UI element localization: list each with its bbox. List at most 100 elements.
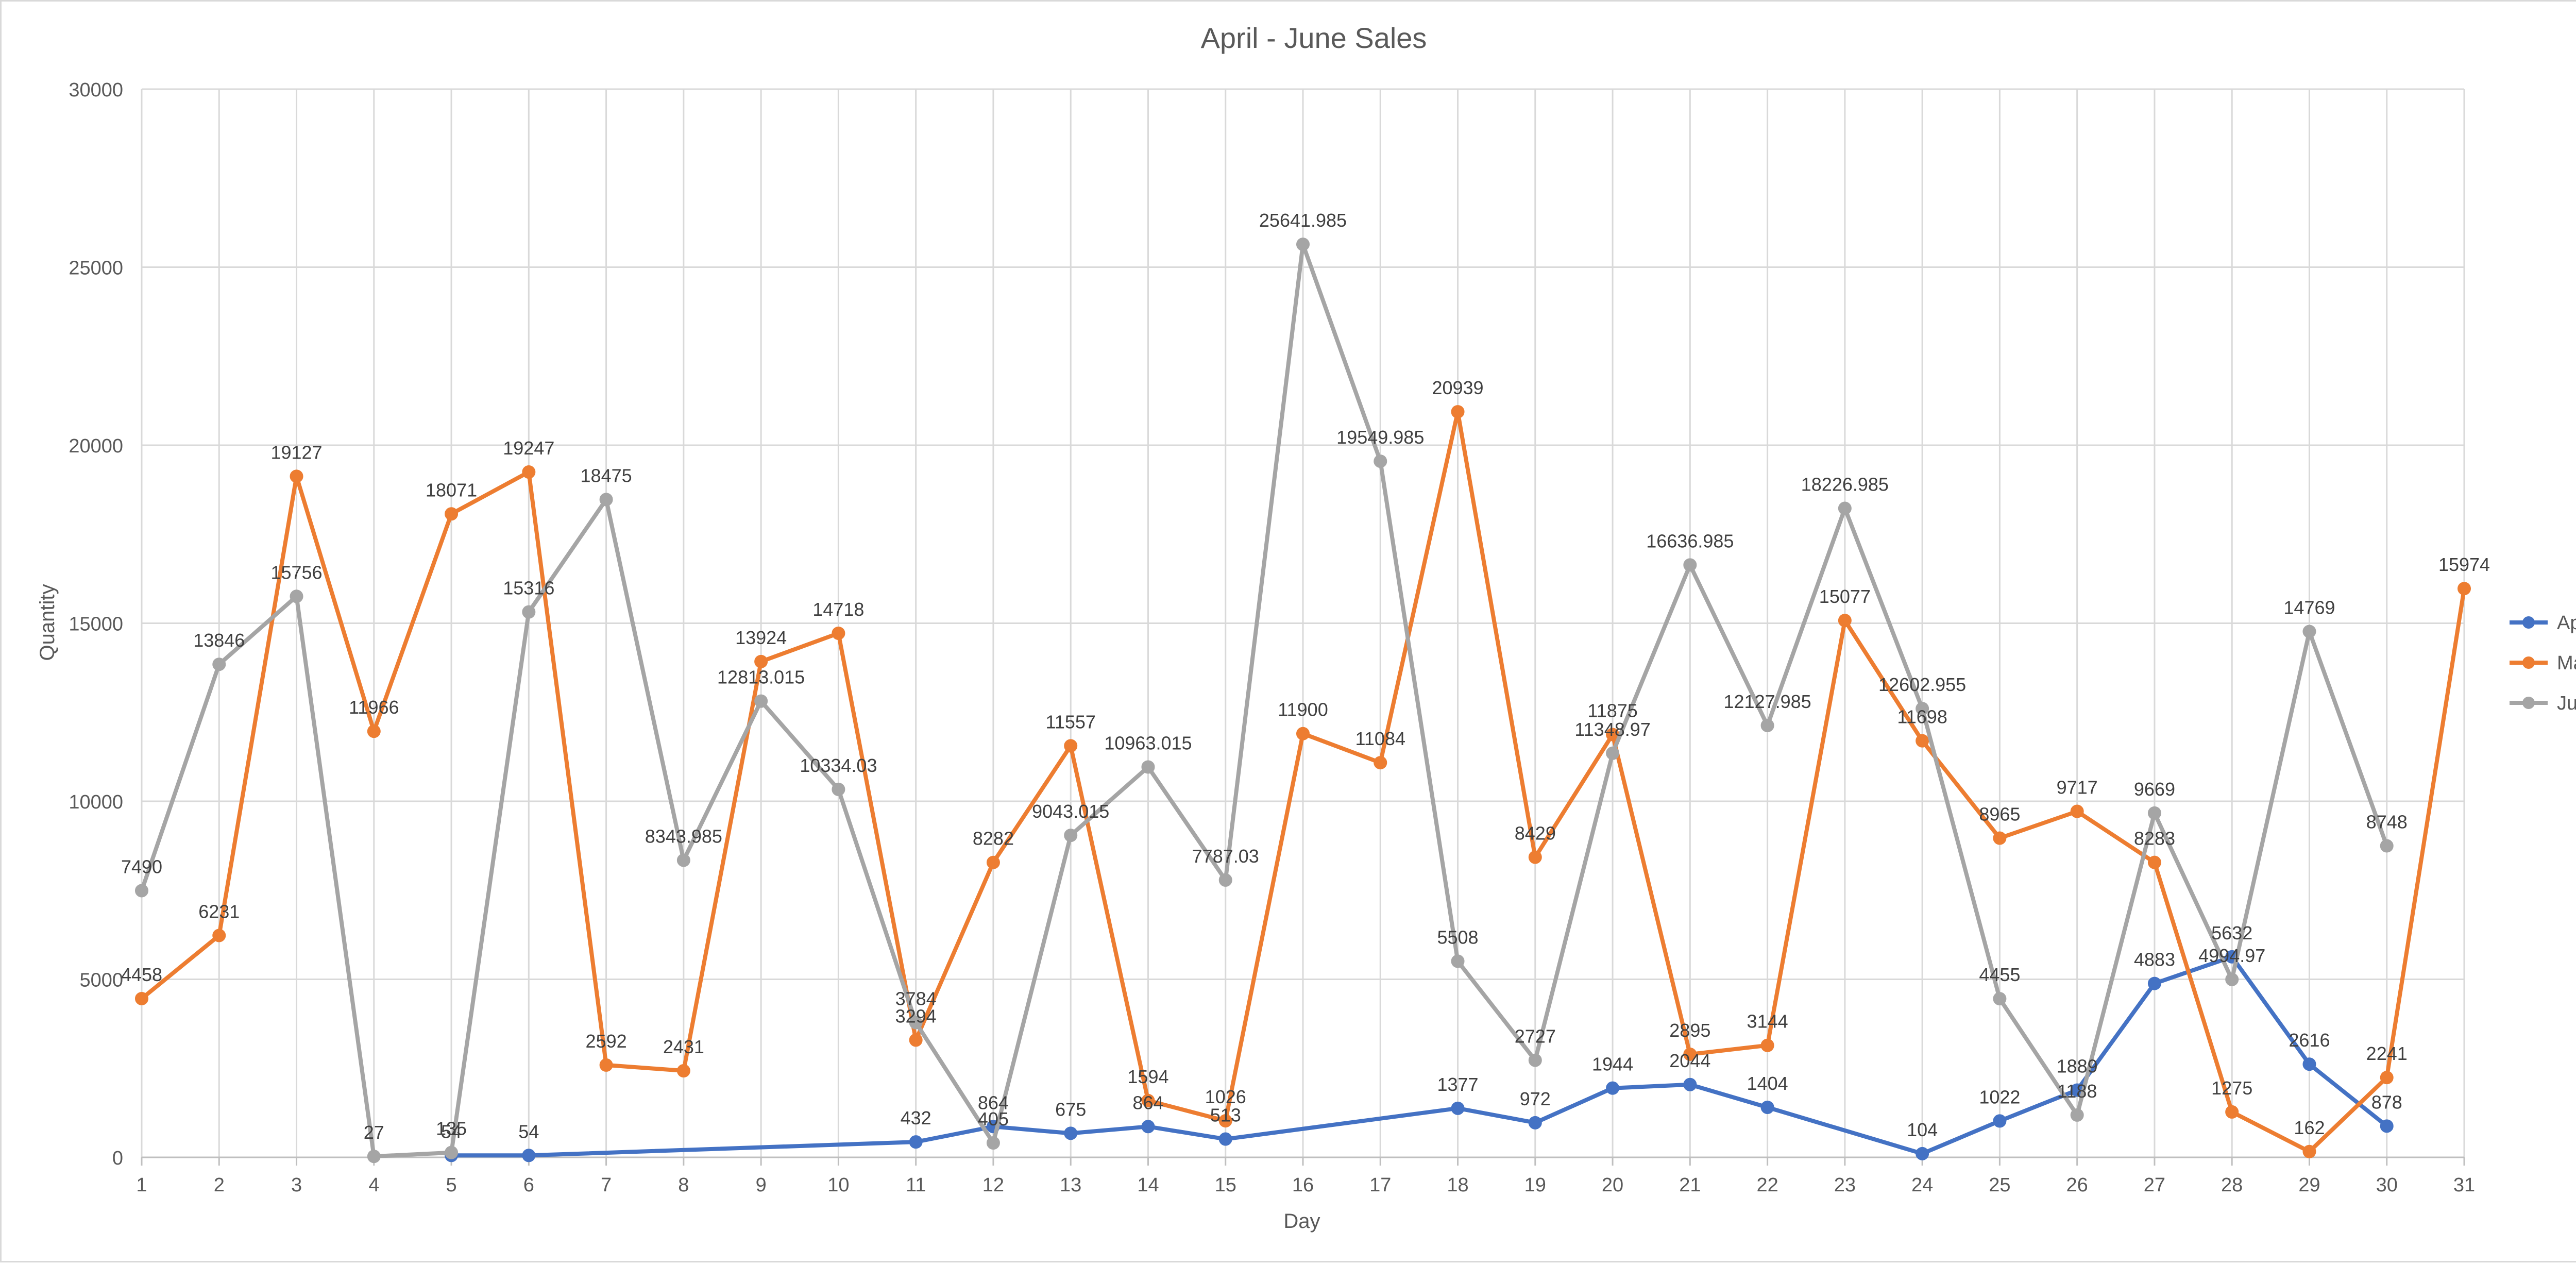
data-label-may: 15077 — [1819, 586, 1871, 607]
x-tick-label: 7 — [601, 1174, 612, 1196]
x-tick-label: 17 — [1369, 1174, 1391, 1196]
x-tick-label: 21 — [1679, 1174, 1701, 1196]
x-tick-label: 6 — [523, 1174, 534, 1196]
data-label-april: 54 — [441, 1121, 462, 1142]
data-label-may: 2895 — [1669, 1020, 1710, 1041]
x-tick-label: 8 — [678, 1174, 689, 1196]
data-point-june — [1451, 954, 1465, 968]
chart-title: April - June Sales — [1201, 22, 1427, 54]
data-label-june: 8343.985 — [645, 825, 722, 847]
y-tick-label: 10000 — [69, 791, 123, 813]
x-tick-label: 25 — [1989, 1174, 2010, 1196]
x-tick-label: 11 — [906, 1174, 926, 1196]
data-point-may — [1451, 405, 1465, 419]
data-point-april — [2147, 976, 2161, 990]
data-label-april: 972 — [1520, 1088, 1551, 1109]
data-point-april — [2302, 1057, 2316, 1071]
data-label-april: 1889 — [2057, 1055, 2098, 1076]
data-point-may — [1993, 831, 2007, 845]
x-tick-label: 30 — [2376, 1174, 2398, 1196]
data-label-may: 2592 — [586, 1031, 627, 1052]
x-tick-label: 18 — [1447, 1174, 1468, 1196]
data-label-june: 135 — [436, 1118, 467, 1139]
data-label-may: 1026 — [1205, 1086, 1246, 1107]
data-point-may — [367, 724, 381, 738]
legend-item-may: May — [2510, 652, 2576, 674]
data-label-june: 27 — [364, 1122, 384, 1143]
data-label-june: 12602.955 — [1878, 674, 1966, 695]
data-label-april: 2044 — [1669, 1050, 1710, 1071]
data-label-may: 2431 — [663, 1036, 704, 1057]
data-point-may — [290, 469, 303, 483]
x-tick-label: 2 — [214, 1174, 225, 1196]
data-label-june: 12813.015 — [717, 667, 805, 688]
data-label-may: 19127 — [270, 442, 322, 463]
x-tick-label: 29 — [2298, 1174, 2320, 1196]
data-point-may — [1141, 1093, 1155, 1107]
data-point-may — [599, 1058, 613, 1072]
data-label-june: 405 — [978, 1108, 1009, 1130]
data-point-june — [290, 589, 303, 603]
data-label-may: 8282 — [973, 828, 1014, 849]
legend-label: June — [2557, 693, 2576, 714]
data-label-june: 15756 — [270, 562, 322, 583]
data-point-may — [2225, 1105, 2239, 1119]
data-label-may: 162 — [2294, 1117, 2325, 1138]
data-point-may — [1064, 739, 1078, 753]
data-label-april: 4883 — [2134, 949, 2175, 970]
legend-label: May — [2557, 652, 2576, 674]
data-label-june: 12127.985 — [1724, 691, 1811, 712]
data-label-june: 4994.97 — [2198, 945, 2265, 966]
data-point-may — [1838, 614, 1852, 628]
data-point-may — [445, 507, 459, 521]
data-point-june — [2302, 625, 2316, 638]
x-tick-label: 23 — [1834, 1174, 1856, 1196]
x-tick-label: 3 — [291, 1174, 302, 1196]
data-point-june — [1838, 501, 1852, 515]
data-label-may: 1275 — [2211, 1077, 2252, 1099]
y-axis-title: Quantity — [36, 584, 59, 661]
data-point-may — [2302, 1144, 2316, 1158]
data-point-june — [1683, 558, 1697, 572]
data-point-april — [1760, 1100, 1774, 1114]
data-point-june — [2380, 839, 2394, 853]
x-tick-label: 19 — [1524, 1174, 1546, 1196]
data-label-may: 4458 — [121, 964, 162, 985]
y-tick-label: 25000 — [69, 258, 123, 279]
data-point-june — [1916, 702, 1929, 716]
data-label-may: 11900 — [1278, 699, 1328, 720]
data-label-june: 2727 — [1515, 1026, 1556, 1047]
data-point-april — [1528, 1116, 1542, 1130]
data-point-june — [1141, 760, 1155, 774]
data-label-june: 4455 — [1979, 964, 2020, 985]
data-point-may — [986, 855, 1000, 869]
data-point-june — [135, 884, 148, 898]
data-label-may: 18071 — [426, 479, 477, 500]
x-tick-label: 28 — [2221, 1174, 2243, 1196]
data-label-june: 7787.03 — [1192, 846, 1259, 867]
data-point-june — [1993, 992, 2007, 1006]
data-point-may — [909, 1033, 923, 1047]
data-point-may — [2147, 855, 2161, 869]
data-label-april: 104 — [1907, 1119, 1938, 1140]
x-tick-label: 16 — [1292, 1174, 1314, 1196]
data-label-april: 864 — [1132, 1092, 1163, 1113]
data-point-may — [135, 991, 148, 1005]
data-label-april: 878 — [2371, 1091, 2402, 1113]
data-label-april: 5632 — [2211, 922, 2252, 943]
data-point-april — [1916, 1147, 1929, 1160]
data-point-april — [1606, 1081, 1620, 1095]
data-point-june — [1528, 1053, 1542, 1067]
data-point-june — [1064, 829, 1078, 842]
data-label-june: 1188 — [2057, 1081, 2097, 1102]
x-tick-label: 13 — [1060, 1174, 1081, 1196]
x-tick-label: 12 — [982, 1174, 1004, 1196]
data-label-june: 16636.985 — [1646, 530, 1734, 551]
data-label-may: 13924 — [735, 627, 787, 648]
data-label-june: 19549.985 — [1336, 427, 1424, 448]
x-tick-label: 5 — [446, 1174, 456, 1196]
data-point-june — [1374, 454, 1387, 468]
data-label-april: 1022 — [1979, 1086, 2020, 1107]
